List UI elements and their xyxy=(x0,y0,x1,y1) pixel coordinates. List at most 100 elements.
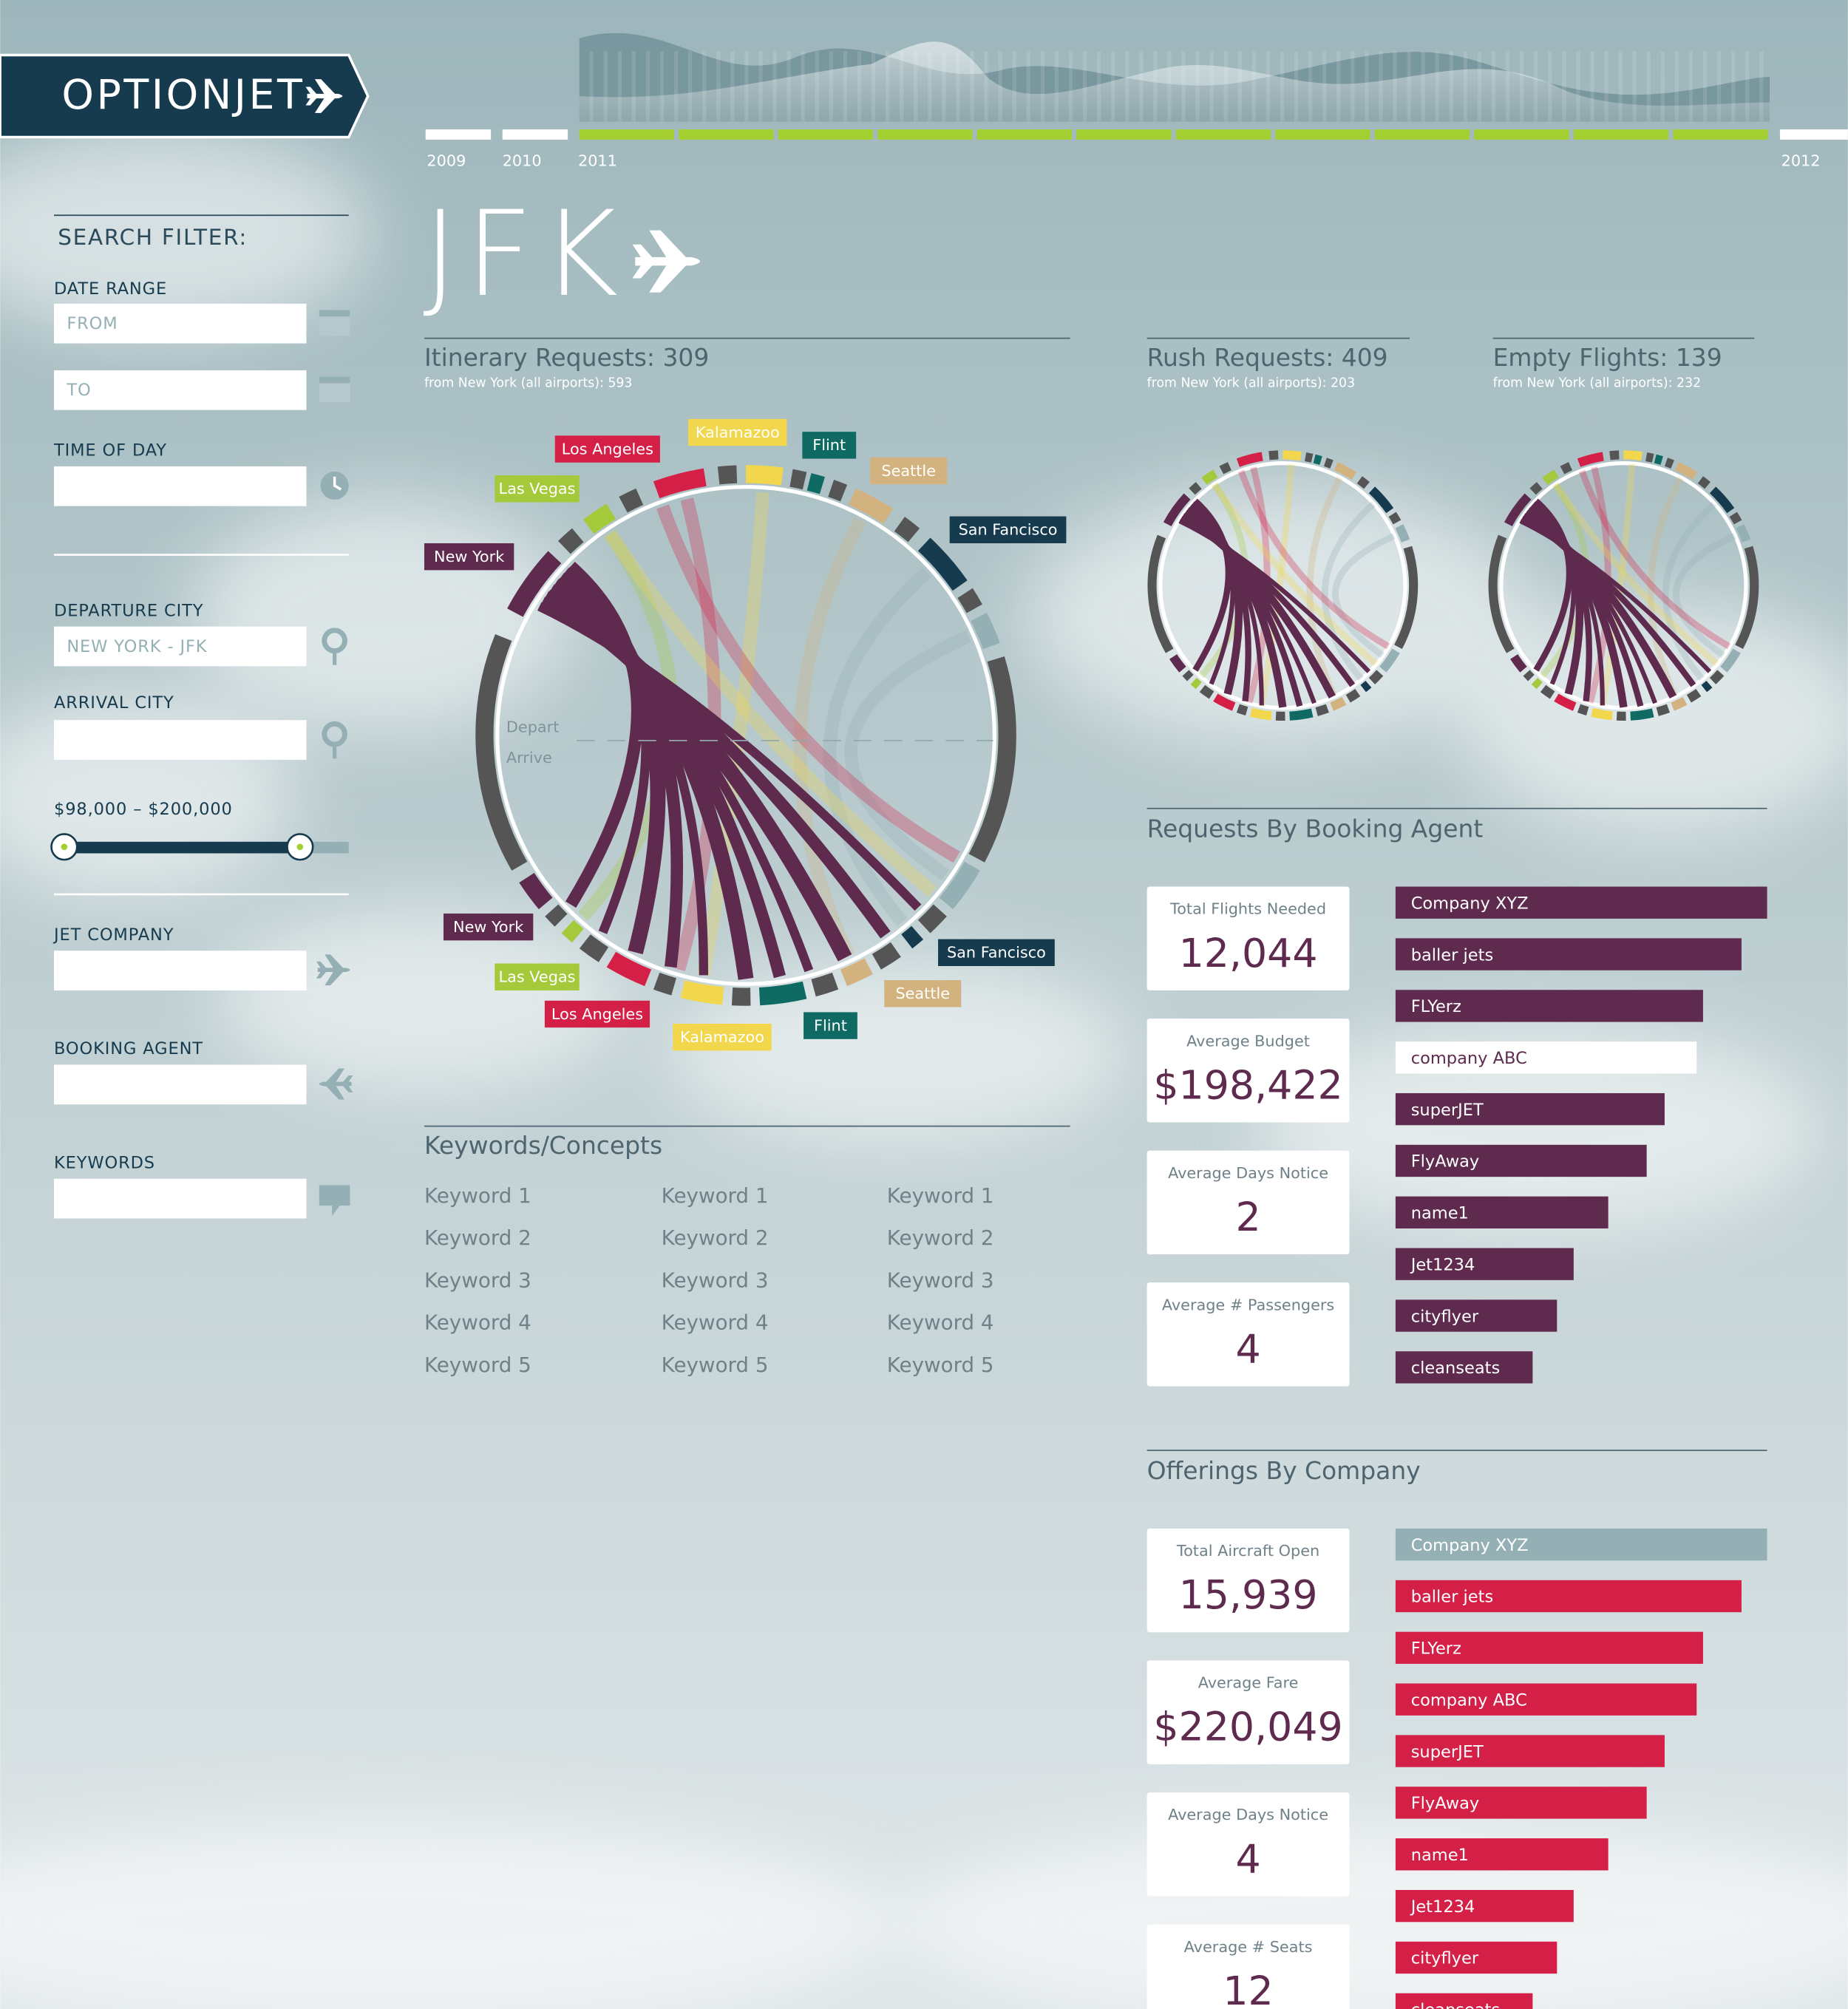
agent-label: company ABC xyxy=(1411,1049,1527,1068)
city-tag[interactable] xyxy=(554,435,660,463)
timeline-tick xyxy=(1759,51,1764,122)
agent-bar[interactable] xyxy=(1395,1248,1574,1280)
timeline-month-bar[interactable] xyxy=(679,129,774,140)
agent-bar[interactable] xyxy=(1395,1889,1574,1923)
agent-bar[interactable] xyxy=(1395,1528,1767,1561)
chord-ribbon-faint xyxy=(1237,469,1390,650)
stat-label: Average Days Notice xyxy=(1168,1806,1328,1823)
agent-bar[interactable] xyxy=(1395,1941,1557,1974)
timeline-month-bar[interactable] xyxy=(1474,129,1569,140)
input-field[interactable] xyxy=(54,466,307,506)
timeline-tick xyxy=(1576,51,1580,122)
city-tag[interactable] xyxy=(802,432,857,459)
city-tag[interactable] xyxy=(688,418,787,446)
city-tag[interactable] xyxy=(443,913,534,941)
input-field[interactable] xyxy=(54,370,307,410)
timeline-month-bar[interactable] xyxy=(778,129,874,140)
timeline-month-bar[interactable] xyxy=(877,129,973,140)
agent-bar[interactable] xyxy=(1395,990,1703,1022)
input-field[interactable] xyxy=(54,626,307,667)
chord-ring-segment xyxy=(1323,458,1334,469)
keyword: Keyword 5 xyxy=(887,1353,994,1377)
chord-ring-segment xyxy=(1236,452,1263,467)
chord-ring-segment xyxy=(1591,707,1613,721)
agent-label: FlyAway xyxy=(1411,1794,1480,1813)
chord-ring-segment xyxy=(806,473,825,494)
plane-icon xyxy=(316,954,350,986)
city-label: Seattle xyxy=(895,985,950,1002)
calendar-icon-top xyxy=(319,376,350,384)
timeline-month-bar[interactable] xyxy=(1673,129,1768,140)
city-tag[interactable] xyxy=(870,457,948,485)
city-tag[interactable] xyxy=(938,939,1055,966)
chord-ribbon-faint xyxy=(1212,483,1379,667)
timeline-tick xyxy=(900,51,904,122)
agent-bar[interactable] xyxy=(1395,1993,1533,2009)
agent-bar[interactable] xyxy=(1395,1092,1665,1126)
input-field[interactable] xyxy=(54,1064,307,1105)
timeline-tick xyxy=(1618,51,1623,122)
timeline-month-bar[interactable] xyxy=(1573,129,1669,140)
agent-bar[interactable] xyxy=(1395,938,1742,970)
chord-ring-segment xyxy=(561,919,584,943)
timeline-tick xyxy=(1266,51,1271,122)
chord-ring-segment xyxy=(957,588,982,613)
timeline-month-bar[interactable] xyxy=(579,129,674,140)
agent-bar[interactable] xyxy=(1395,1196,1608,1229)
city-tag[interactable] xyxy=(884,980,962,1007)
agent-label: company ABC xyxy=(1411,1690,1527,1710)
city-tag[interactable] xyxy=(495,475,580,503)
timeline-month-bar[interactable] xyxy=(976,129,1073,140)
timeline-tick xyxy=(1026,51,1030,122)
keyword: Keyword 1 xyxy=(424,1183,531,1208)
city-tag[interactable] xyxy=(495,963,580,990)
timeline-month-bar[interactable] xyxy=(1175,129,1271,140)
agent-bar[interactable] xyxy=(1395,1735,1665,1767)
agent-bar[interactable] xyxy=(1395,1683,1697,1716)
city-tag[interactable] xyxy=(949,516,1067,543)
agent-bar[interactable] xyxy=(1395,1144,1647,1177)
timeline-tick xyxy=(998,51,1002,122)
city-tag[interactable] xyxy=(544,1000,650,1028)
input-field[interactable] xyxy=(54,720,307,760)
timeline-tick xyxy=(829,51,833,122)
input-field[interactable] xyxy=(54,1178,307,1219)
city-tag[interactable] xyxy=(673,1024,772,1051)
timeline-month-bar[interactable] xyxy=(1076,129,1172,140)
city-tag[interactable] xyxy=(424,543,514,571)
agent-bar[interactable] xyxy=(1395,886,1767,919)
chord-ring-segment xyxy=(901,925,924,949)
agent-bar[interactable] xyxy=(1395,1299,1557,1332)
timeline-tick xyxy=(758,51,763,122)
keyword: Keyword 2 xyxy=(424,1226,531,1250)
stat-label: Average # Seats xyxy=(1184,1938,1313,1956)
agent-bar[interactable] xyxy=(1395,1580,1742,1613)
timeline-tick xyxy=(617,51,622,122)
agent-label: FLYerz xyxy=(1411,997,1461,1016)
chord-ring-segment xyxy=(1236,704,1249,715)
agent-bar[interactable] xyxy=(1395,1838,1608,1871)
city-label: Las Vegas xyxy=(499,480,576,497)
agent-label: cityflyer xyxy=(1411,1307,1479,1326)
input-field[interactable] xyxy=(54,951,307,990)
chord-ribbon-faint xyxy=(823,568,931,926)
agent-bar[interactable] xyxy=(1395,1351,1533,1384)
agent-label: cleanseats xyxy=(1411,1359,1501,1378)
agent-bar[interactable] xyxy=(1395,1041,1697,1074)
stat-value: 2 xyxy=(1235,1194,1260,1240)
field-label: TIME OF DAY xyxy=(53,441,167,460)
chord-ring-segment xyxy=(1250,707,1272,721)
timeline-year-bar xyxy=(502,129,568,140)
timeline-tick xyxy=(744,51,749,122)
timeline-month-bar[interactable] xyxy=(1275,129,1370,140)
city-tag[interactable] xyxy=(804,1012,857,1039)
timeline-month-bar[interactable] xyxy=(1374,129,1470,140)
agent-bar[interactable] xyxy=(1395,1631,1703,1665)
input-field[interactable] xyxy=(54,303,307,344)
timeline-tick xyxy=(1209,51,1214,122)
timeline-tick xyxy=(871,51,876,122)
chord-ring-segment xyxy=(1736,524,1751,543)
slider-dot xyxy=(296,843,304,851)
timeline-label: 2011 xyxy=(578,152,617,169)
agent-bar[interactable] xyxy=(1395,1787,1647,1819)
